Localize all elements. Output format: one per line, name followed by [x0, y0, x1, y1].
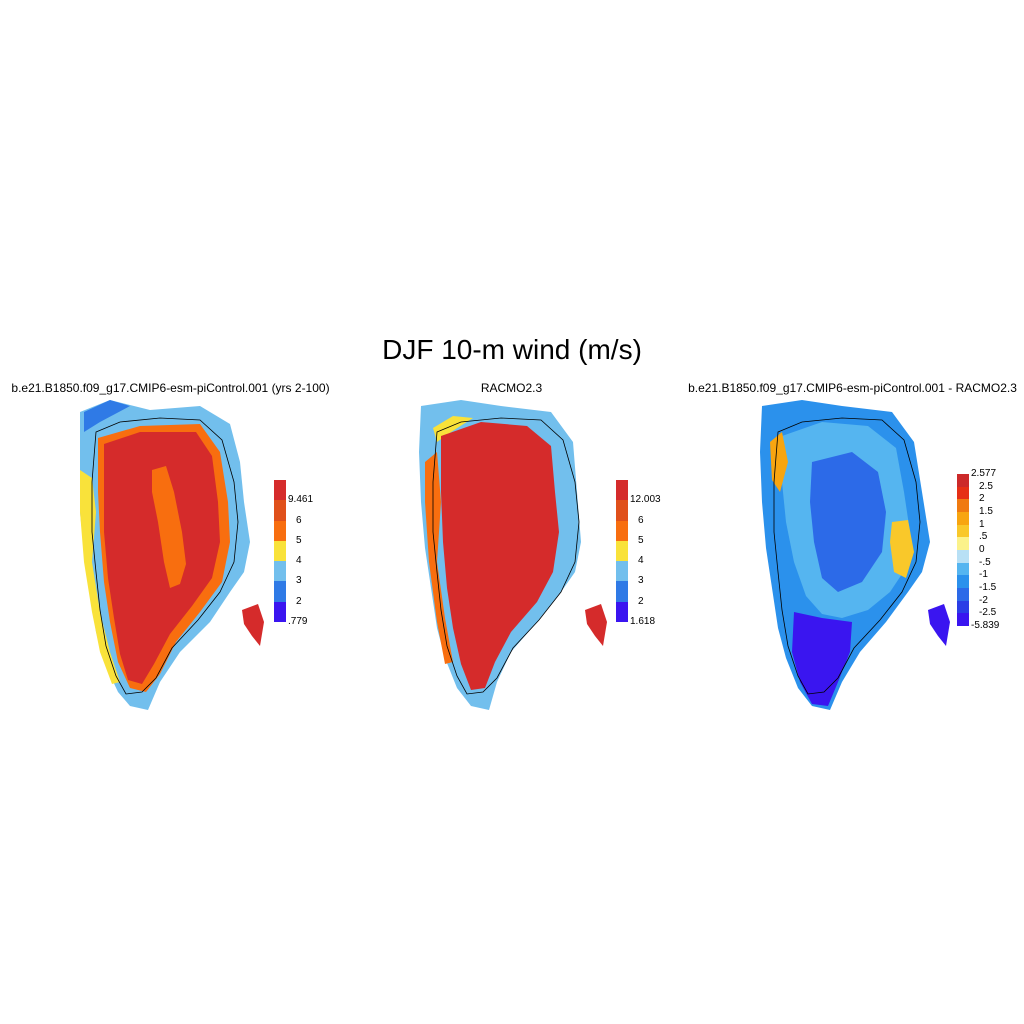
colorbar-tick-label: 2: [296, 595, 302, 607]
colorbar-tick-label: 3: [296, 575, 302, 587]
colorbar-tick-label: -1.5: [979, 582, 997, 593]
colorbar-swatch: [957, 613, 969, 626]
colorbar-tick-label: 0: [979, 544, 985, 555]
interior-mid: [810, 452, 886, 592]
coastal-orange: [425, 452, 453, 664]
colorbar-tick-label: -2.5: [979, 607, 997, 619]
colorbar-tick-label: 5: [296, 534, 302, 546]
colorbar-swatch: [274, 480, 286, 501]
ice-sheet-interior: [104, 432, 220, 684]
colorbar-swatch: [616, 561, 628, 582]
map-difference: [760, 400, 950, 710]
colorbar-tick-label: 6: [296, 514, 302, 526]
colorbar-swatch: [616, 500, 628, 521]
colorbar-tick-label: 1: [979, 518, 985, 530]
colorbar-tick-label: 6: [638, 514, 644, 526]
coastal-yellow: [80, 470, 120, 684]
panel-title-difference: b.e21.B1850.f09_g17.CMIP6-esm-piControl.…: [688, 381, 1017, 395]
colorbar-tick-label: 1.618: [630, 616, 656, 627]
map-racmo: [419, 400, 607, 710]
colorbar-tick-label: 2.5: [979, 480, 993, 492]
colorbar-tick-label: -2: [979, 594, 988, 606]
colorbar-difference: -5.839 -2.5 -2 -1.5 -1 -.5 0.5 1 1.5 2 2.5 2.577: [957, 468, 1019, 631]
colorbar-tick-label: 2: [638, 595, 644, 607]
colorbar-tick-label: 4: [296, 555, 302, 567]
colorbar-tick-label: -5.839: [971, 620, 1000, 631]
ice-sheet-interior: [441, 422, 559, 690]
coastline: [432, 417, 580, 695]
island: [242, 604, 264, 646]
colorbar-swatch: [957, 486, 969, 500]
colorbar-swatch: [957, 537, 969, 550]
colorbar-swatch: [274, 540, 286, 562]
colorbar-swatch: [957, 562, 969, 576]
colorbar-swatch: [957, 575, 969, 588]
colorbar-swatch: [957, 474, 969, 487]
colorbar-tick-label: .5: [979, 531, 988, 543]
colorbar-swatch: [616, 480, 628, 501]
colorbar-tick-label: 12.003: [630, 494, 661, 506]
colorbar-swatch: [274, 561, 286, 582]
panel-model: b.e21.B1850.f09_g17.CMIP6-esm-piControl.…: [0, 380, 341, 720]
colorbar-model: .779 2 3 4 5 6 9.461: [274, 480, 334, 627]
figure-title: DJF 10-m wind (m/s): [382, 334, 642, 365]
island: [585, 604, 607, 646]
colorbar-tick-label: 4: [638, 555, 644, 567]
colorbar-swatch: [957, 588, 969, 601]
colorbar-tick-label: -.5: [979, 556, 991, 568]
coastal-blue-band: [84, 400, 130, 432]
colorbar-swatch: [957, 499, 969, 512]
colorbar-swatch: [616, 540, 628, 562]
panel-racmo: RACMO2.3 1.618 2 3 4 5 6 12.003: [341, 380, 682, 720]
colorbar-swatch: [274, 520, 286, 541]
colorbar-swatch: [274, 500, 286, 521]
colorbar-swatch: [616, 520, 628, 541]
colorbar-swatch: [957, 600, 969, 614]
colorbar-tick-label: -1: [979, 569, 988, 581]
panel-title-model: b.e21.B1850.f09_g17.CMIP6-esm-piControl.…: [11, 381, 330, 395]
colorbar-swatch: [274, 581, 286, 602]
coastline: [91, 417, 239, 695]
colorbar-swatch: [957, 550, 969, 563]
east-positive: [890, 520, 914, 578]
island: [928, 604, 950, 646]
colorbar-tick-label: 2: [979, 493, 985, 505]
colorbar-swatch: [274, 601, 286, 622]
colorbar-swatch: [616, 601, 628, 622]
colorbar-swatch: [957, 512, 969, 525]
colorbar-tick-label: 2.577: [971, 468, 997, 479]
colorbar-tick-label: 1.5: [979, 506, 993, 517]
colorbar-swatch: [957, 524, 969, 538]
colorbar-swatch: [616, 581, 628, 602]
southern-low: [792, 612, 852, 706]
panel-difference: b.e21.B1850.f09_g17.CMIP6-esm-piControl.…: [682, 380, 1023, 720]
map-model: [80, 400, 264, 710]
coastline: [773, 417, 921, 695]
central-ridge: [152, 466, 186, 588]
colorbar-tick-label: 5: [638, 534, 644, 546]
colorbar-tick-label: 9.461: [288, 494, 314, 506]
colorbar-tick-label: 3: [638, 575, 644, 587]
panel-title-racmo: RACMO2.3: [480, 381, 543, 395]
colorbar-racmo: 1.618 2 3 4 5 6 12.003: [616, 480, 676, 627]
colorbar-tick-label: .779: [288, 616, 308, 627]
